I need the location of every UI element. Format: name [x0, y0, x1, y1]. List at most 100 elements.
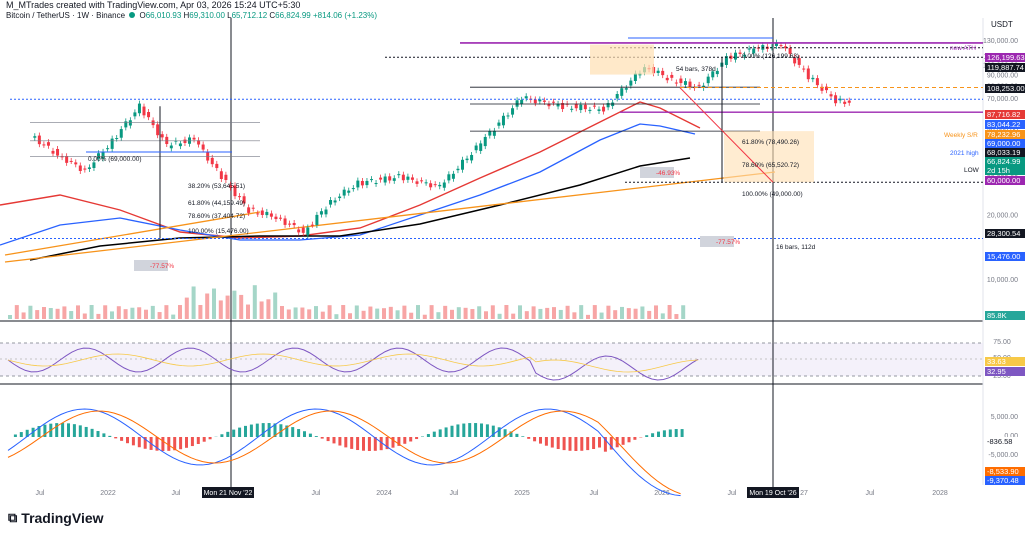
candle-body: [465, 158, 469, 161]
macd-hist-bar: [13, 434, 17, 437]
candle-body: [78, 165, 82, 171]
volume-bar: [654, 305, 658, 319]
macd-hist-bar: [155, 437, 159, 451]
candle-body: [247, 207, 251, 213]
volume-bar: [116, 306, 121, 319]
x-tick-label: 2025: [514, 490, 530, 497]
volume-bar: [225, 295, 230, 319]
candle-body: [683, 81, 687, 85]
macd-hist-bar: [373, 437, 377, 451]
price-axis-tag: 60,000.00: [985, 176, 1025, 185]
macd-hist-bar: [509, 431, 513, 437]
macd-hist-bar: [468, 423, 472, 437]
macd-hist-bar: [432, 431, 436, 437]
macd-hist-bar: [255, 423, 259, 437]
candle-body: [97, 153, 100, 159]
macd-hist-bar: [456, 424, 460, 437]
chart-annotation: Weekly S/R: [944, 132, 978, 139]
volume-bar: [130, 307, 135, 319]
macd-hist-bar: [96, 431, 100, 437]
volume-bar: [504, 305, 509, 319]
volume-bar: [205, 293, 210, 319]
macd-hist-bar: [550, 437, 554, 448]
candle-body: [265, 211, 269, 216]
candle-body: [133, 112, 137, 117]
pct-badge: [134, 260, 168, 271]
candle-body: [779, 45, 783, 47]
candle-body: [142, 106, 146, 116]
price-axis-tag: 126,199.63: [985, 53, 1025, 62]
macd-hist-bar: [19, 432, 23, 437]
volume-bar: [293, 307, 298, 319]
price-axis-tag: 108,253.00: [985, 84, 1025, 93]
macd-hist-bar: [367, 437, 371, 451]
macd-hist-bar: [645, 435, 649, 437]
macd-hist-bar: [574, 437, 578, 451]
candle-body: [788, 47, 792, 54]
candle-body: [734, 52, 737, 60]
market-status-icon: [129, 12, 136, 18]
y-tick-label: 70,000.00: [987, 96, 1018, 103]
macd-hist-bar: [131, 437, 135, 446]
volume-bar: [14, 305, 19, 319]
rsi-ma-line: [7, 353, 699, 373]
sma200-line: [29, 157, 691, 261]
tradingview-logo[interactable]: ⧉ TradingView: [8, 510, 104, 526]
x-tick-label: Mon 19 Oct '26: [749, 490, 796, 497]
chart-annotation: 38.20% (53,645.51): [188, 183, 245, 190]
candle-body: [442, 182, 446, 188]
candle-body: [370, 179, 373, 181]
candle-body: [633, 73, 637, 82]
volume-bar: [538, 308, 543, 319]
macd-hist-bar: [202, 437, 206, 442]
x-tick-bg: [202, 487, 254, 498]
candle-body: [661, 70, 665, 76]
x-tick-label: 2022: [100, 490, 116, 497]
candle-body: [620, 88, 624, 96]
macd-hist-bar: [37, 426, 41, 437]
currency-label[interactable]: USDT: [991, 20, 1013, 29]
volume-bar: [592, 305, 597, 319]
candle-body: [338, 196, 342, 199]
x-tick-label: Jul: [728, 490, 737, 497]
volume-bar: [55, 308, 60, 319]
candle-body: [461, 159, 464, 170]
volume-bar: [382, 308, 386, 319]
candle-body: [515, 100, 519, 107]
macd-hist-bar: [232, 429, 236, 437]
volume-bar: [375, 308, 380, 319]
y-tick-label: 90,000.00: [987, 72, 1018, 79]
price-axis-tag: 28,300.54: [985, 229, 1025, 238]
macd-hist-bar: [562, 437, 566, 451]
volume-bar: [171, 314, 176, 319]
candle-body: [724, 56, 728, 65]
brand-name: TradingView: [21, 510, 104, 526]
candle-body: [479, 143, 483, 151]
volume-bar: [320, 311, 325, 319]
macd-hist-bar: [609, 437, 613, 450]
candle-body: [319, 211, 323, 215]
x-tick-label: Jul: [450, 490, 459, 497]
volume-bar: [633, 308, 638, 319]
volume-bar: [361, 310, 366, 319]
volume-bar: [368, 306, 373, 319]
volume-bar: [232, 290, 237, 319]
candle-body: [56, 148, 60, 156]
chart-annotation: new ATH: [950, 45, 976, 52]
volume-bar: [667, 305, 672, 319]
macd-hist-bar: [338, 437, 342, 446]
symbol-legend[interactable]: Bitcoin / TetherUS · 1W · Binance O66,01…: [6, 11, 378, 20]
volume-bar: [198, 304, 203, 319]
macd-hist-bar: [308, 433, 312, 437]
chart-annotation: 78.60% (37,404.72): [188, 213, 245, 220]
volume-bar: [450, 309, 454, 319]
price-axis-tag: 78,232.96: [985, 130, 1025, 139]
candle-body: [506, 115, 510, 117]
candle-body: [438, 184, 442, 187]
macd-hist-bar: [55, 423, 59, 437]
candle-body: [379, 177, 383, 180]
macd-hist-bar: [126, 437, 129, 444]
volume-bar: [599, 312, 604, 319]
volume-bar: [348, 313, 352, 319]
